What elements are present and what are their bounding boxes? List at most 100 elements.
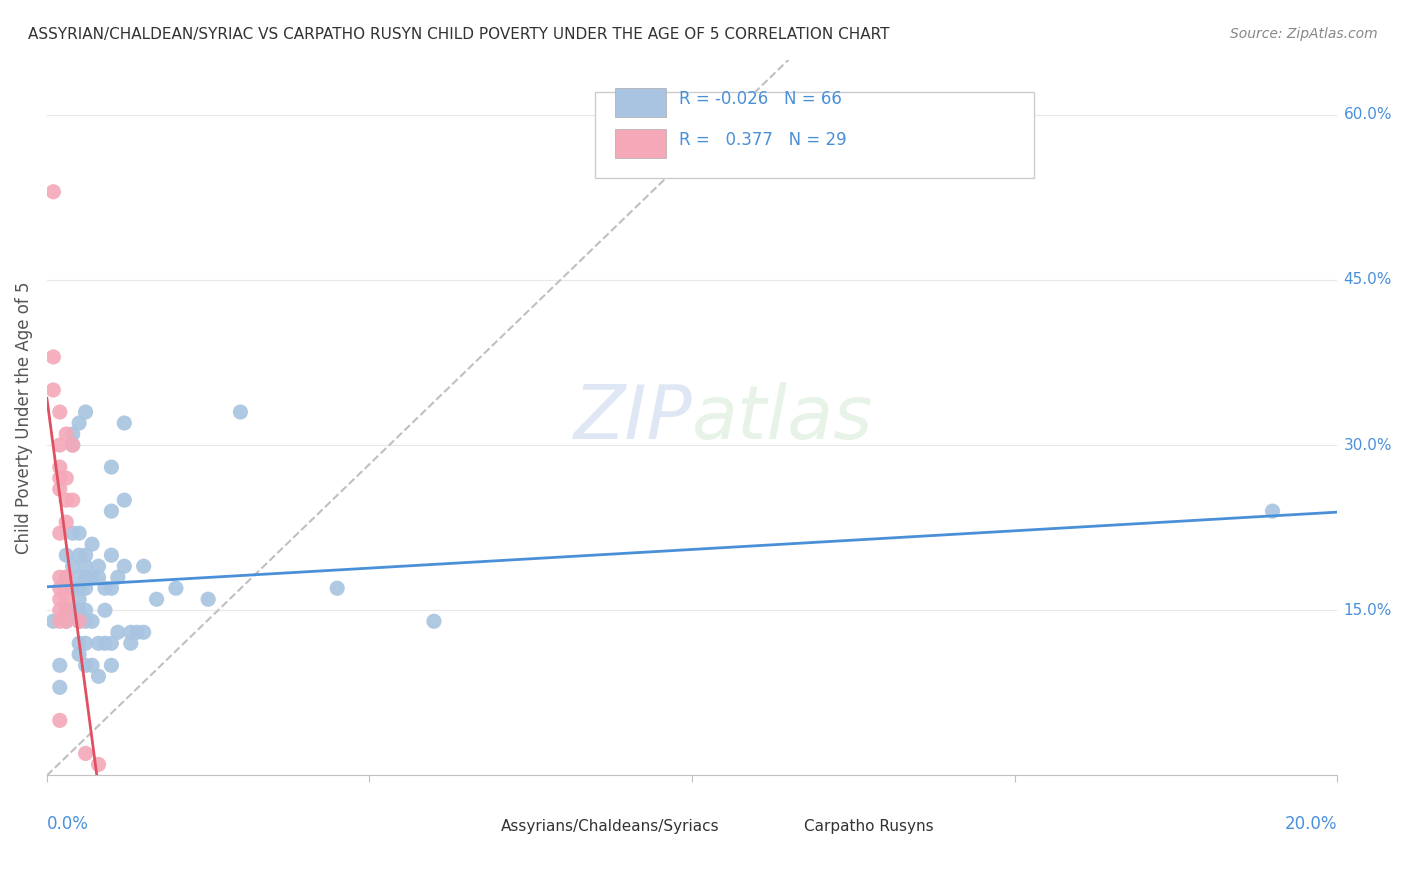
- Point: [49, 614, 72, 628]
- Point: [1261, 504, 1284, 518]
- Point: [94, 636, 117, 650]
- Point: [112, 416, 135, 430]
- Point: [62, 438, 84, 452]
- Point: [229, 405, 252, 419]
- Point: [55, 614, 77, 628]
- Point: [100, 460, 122, 475]
- Point: [49, 714, 72, 728]
- Point: [75, 548, 97, 562]
- Point: [62, 559, 84, 574]
- Text: 20.0%: 20.0%: [1285, 814, 1337, 833]
- Point: [49, 603, 72, 617]
- Text: Carpatho Rusyns: Carpatho Rusyns: [804, 820, 934, 835]
- Point: [67, 614, 90, 628]
- Point: [75, 581, 97, 595]
- Point: [100, 548, 122, 562]
- Text: R = -0.026   N = 66: R = -0.026 N = 66: [679, 90, 842, 108]
- Point: [80, 537, 103, 551]
- Point: [62, 493, 84, 508]
- Point: [326, 581, 349, 595]
- Point: [80, 658, 103, 673]
- Text: Source: ZipAtlas.com: Source: ZipAtlas.com: [1230, 27, 1378, 41]
- Point: [55, 581, 77, 595]
- Point: [75, 405, 97, 419]
- Text: ASSYRIAN/CHALDEAN/SYRIAC VS CARPATHO RUSYN CHILD POVERTY UNDER THE AGE OF 5 CORR: ASSYRIAN/CHALDEAN/SYRIAC VS CARPATHO RUS…: [28, 27, 890, 42]
- Point: [49, 592, 72, 607]
- Text: 15.0%: 15.0%: [1344, 603, 1392, 618]
- Point: [87, 570, 110, 584]
- Point: [55, 592, 77, 607]
- Point: [120, 625, 142, 640]
- Point: [132, 625, 155, 640]
- Point: [75, 603, 97, 617]
- Point: [67, 648, 90, 662]
- FancyBboxPatch shape: [614, 129, 666, 158]
- Point: [67, 570, 90, 584]
- Point: [62, 581, 84, 595]
- Point: [49, 570, 72, 584]
- Point: [49, 581, 72, 595]
- Point: [75, 658, 97, 673]
- Point: [67, 416, 90, 430]
- Text: 45.0%: 45.0%: [1344, 272, 1392, 287]
- Point: [62, 526, 84, 541]
- FancyBboxPatch shape: [749, 817, 796, 837]
- Point: [100, 636, 122, 650]
- Point: [67, 526, 90, 541]
- Text: R =   0.377   N = 29: R = 0.377 N = 29: [679, 131, 846, 150]
- Point: [55, 570, 77, 584]
- Point: [87, 559, 110, 574]
- Point: [87, 636, 110, 650]
- Point: [42, 185, 65, 199]
- Point: [49, 405, 72, 419]
- Point: [100, 658, 122, 673]
- Point: [423, 614, 446, 628]
- Y-axis label: Child Poverty Under the Age of 5: Child Poverty Under the Age of 5: [15, 281, 32, 554]
- Text: Assyrians/Chaldeans/Syriacs: Assyrians/Chaldeans/Syriacs: [501, 820, 720, 835]
- Point: [62, 438, 84, 452]
- Point: [42, 614, 65, 628]
- Point: [132, 559, 155, 574]
- Point: [55, 493, 77, 508]
- Point: [67, 603, 90, 617]
- Point: [67, 636, 90, 650]
- Point: [55, 603, 77, 617]
- Text: 0.0%: 0.0%: [46, 814, 89, 833]
- Point: [55, 614, 77, 628]
- Point: [67, 592, 90, 607]
- Point: [49, 482, 72, 496]
- Point: [75, 636, 97, 650]
- Point: [62, 603, 84, 617]
- Point: [55, 471, 77, 485]
- Point: [55, 548, 77, 562]
- Point: [75, 747, 97, 761]
- Point: [100, 504, 122, 518]
- Point: [100, 581, 122, 595]
- Point: [67, 581, 90, 595]
- Point: [62, 427, 84, 442]
- Point: [197, 592, 219, 607]
- Point: [55, 570, 77, 584]
- Point: [107, 625, 129, 640]
- Point: [49, 526, 72, 541]
- Text: atlas: atlas: [692, 382, 873, 453]
- Text: 60.0%: 60.0%: [1344, 107, 1392, 122]
- Point: [80, 570, 103, 584]
- Point: [107, 570, 129, 584]
- Point: [127, 625, 149, 640]
- Point: [49, 460, 72, 475]
- Point: [94, 603, 117, 617]
- Point: [80, 614, 103, 628]
- Point: [112, 559, 135, 574]
- Point: [120, 636, 142, 650]
- Point: [75, 570, 97, 584]
- Point: [112, 493, 135, 508]
- Point: [49, 658, 72, 673]
- Text: ZIP: ZIP: [574, 382, 692, 453]
- FancyBboxPatch shape: [447, 817, 492, 837]
- Point: [67, 614, 90, 628]
- Point: [42, 383, 65, 397]
- Point: [94, 581, 117, 595]
- Text: 30.0%: 30.0%: [1344, 438, 1392, 452]
- FancyBboxPatch shape: [614, 88, 666, 117]
